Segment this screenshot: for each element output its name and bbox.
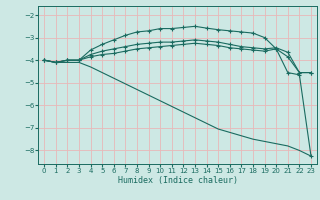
X-axis label: Humidex (Indice chaleur): Humidex (Indice chaleur) [118, 176, 238, 185]
